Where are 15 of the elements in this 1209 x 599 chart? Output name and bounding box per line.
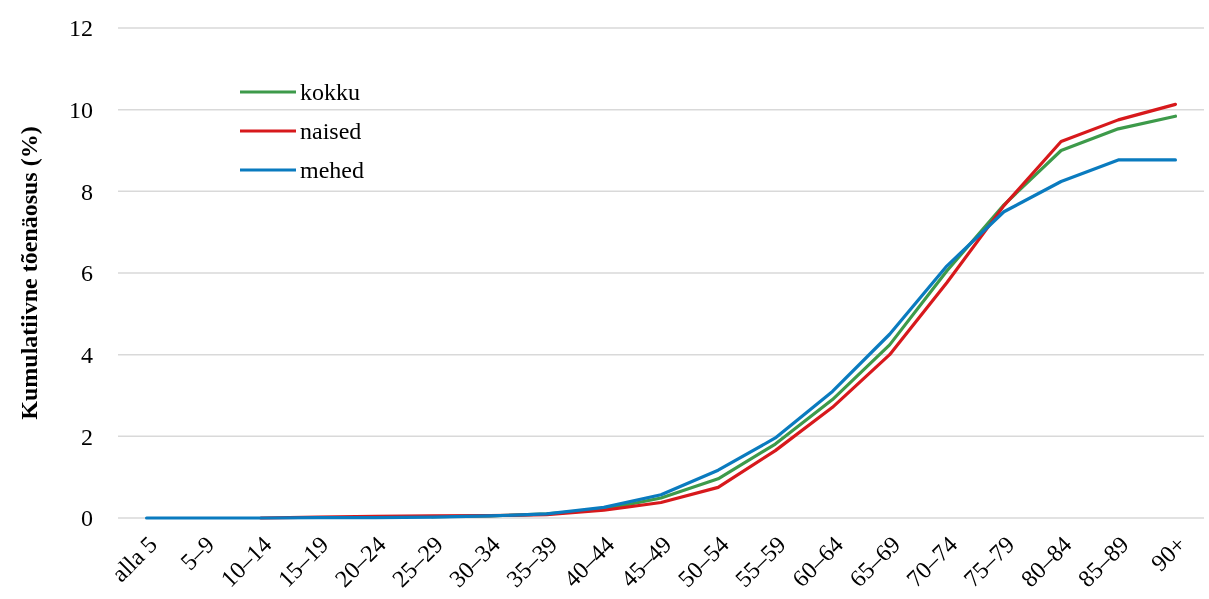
legend-label: naised [300,118,362,145]
x-tick-label: 90+ [1146,531,1191,577]
legend-label: mehed [300,157,364,184]
x-tick-label: 5–9 [175,531,220,575]
legend-label: kokku [300,79,360,106]
y-tick-label: 12 [69,15,93,42]
x-tick-label: alla 5 [106,531,163,587]
y-axis-title: Kumulatiivne tõenäosus (%) [16,126,42,420]
y-tick-label: 2 [81,423,93,450]
y-tick-label: 4 [81,342,93,369]
y-tick-label: 0 [81,505,93,532]
y-tick-label: 6 [81,260,93,287]
y-tick-label: 10 [69,97,93,124]
line-series [144,158,1178,520]
y-tick-label: 8 [81,178,93,205]
